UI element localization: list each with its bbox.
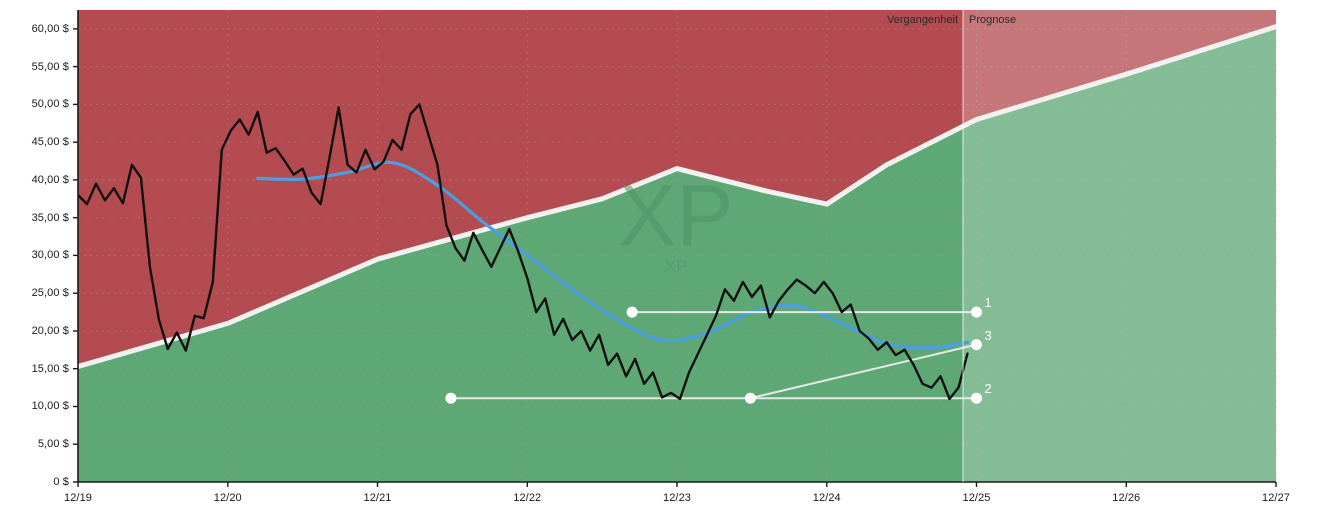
x-tick-label: 12/21: [363, 492, 392, 504]
annotation-label-1: 1: [984, 295, 992, 311]
x-tick-label: 12/19: [63, 492, 93, 504]
past-region-label: Vergangenheit: [887, 14, 958, 26]
y-tick-label: 35,00 $: [31, 211, 69, 224]
upper-risk-region: [78, 10, 1276, 367]
y-tick-label: 45,00 $: [31, 136, 69, 149]
x-tick-label: 12/20: [213, 492, 242, 504]
watermark: XP XP: [619, 168, 734, 276]
y-tick-label: 50,00 $: [31, 98, 69, 111]
region-boundary-line: [78, 24, 1276, 369]
annotation-label-3: 3: [984, 327, 992, 343]
annotation-label-2: 2: [984, 381, 992, 397]
y-tick-label: 40,00 $: [31, 173, 69, 186]
y-tick-label: 30,00 $: [31, 249, 69, 262]
annotation-lines: [450, 311, 977, 400]
svg-text:XP: XP: [665, 257, 688, 276]
x-tick-label: 12/23: [662, 492, 692, 504]
y-tick-label: 20,00 $: [31, 324, 69, 337]
y-tick-label: 5,00 $: [37, 438, 69, 451]
y-tick-label: 55,00 $: [31, 60, 69, 73]
price-line: [78, 103, 969, 401]
y-tick-label: 10,00 $: [31, 400, 69, 413]
annotation-markers: [445, 306, 982, 404]
x-tick-label: 12/26: [1112, 492, 1141, 504]
forecast-shading-overlay: [963, 10, 1276, 482]
axes: [73, 10, 1277, 487]
lower-support-region: [78, 26, 1276, 482]
y-tick-label: 15,00 $: [31, 362, 69, 375]
y-tick-label: 60,00 $: [31, 22, 69, 35]
y-tick-label: 0 $: [53, 476, 69, 488]
moving-average-line: [256, 160, 970, 350]
x-tick-label: 12/24: [812, 492, 841, 504]
forecast-region-label: Prognose: [969, 14, 1017, 26]
svg-text:XP: XP: [619, 168, 734, 264]
x-tick-label: 12/25: [962, 492, 991, 504]
x-tick-label: 12/27: [1261, 492, 1291, 504]
x-tick-label: 12/22: [513, 492, 542, 504]
y-tick-label: 25,00 $: [31, 287, 69, 300]
